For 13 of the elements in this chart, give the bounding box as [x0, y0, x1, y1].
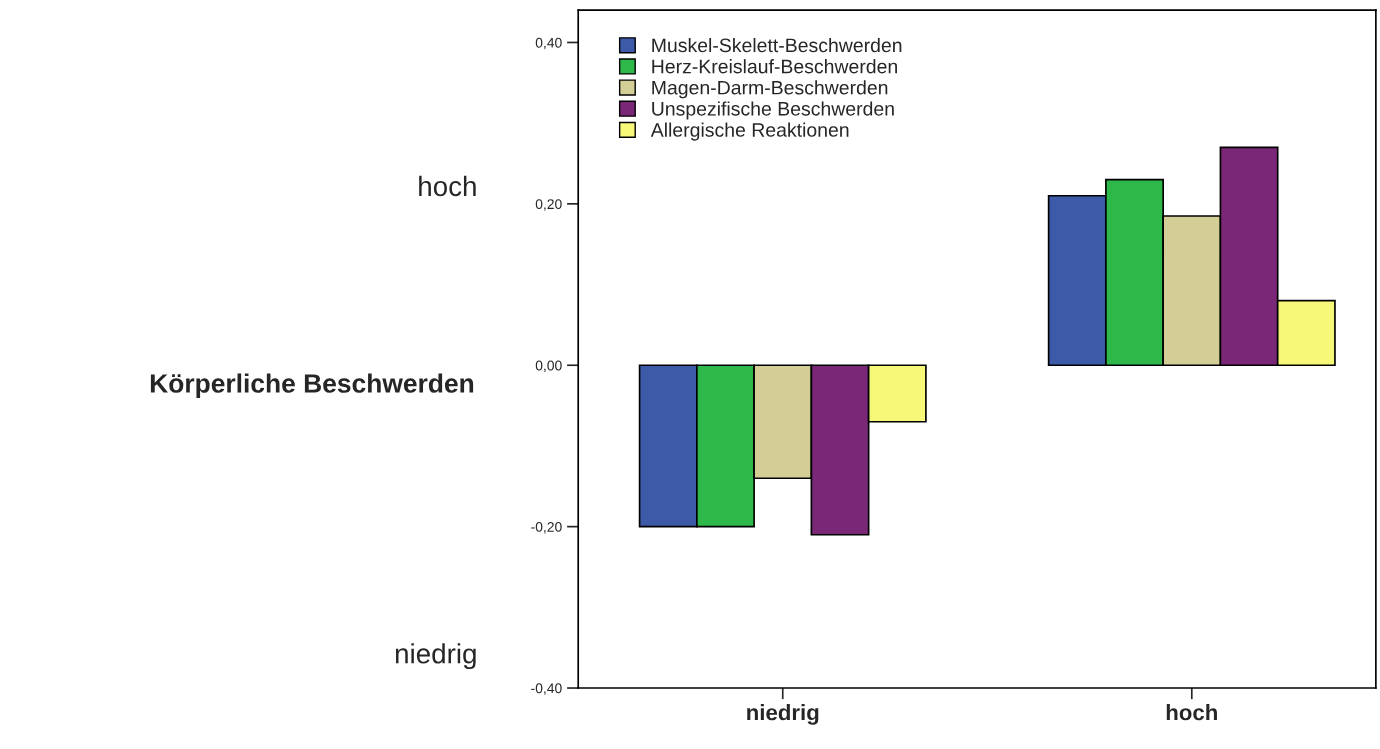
y-tick-label: -0,40 — [531, 683, 562, 695]
legend-label: Herz-Kreislauf-Beschwerden — [652, 59, 897, 74]
y-tick-label: 0,20 — [535, 199, 562, 211]
text: hoch — [419, 175, 476, 197]
y-tick-label: 0,40 — [535, 37, 562, 50]
legend-label: Magen-Darm-Beschwerden — [652, 80, 888, 99]
y-tick-label: 0,00 — [535, 360, 562, 373]
legend-label: Allergische Reaktionen — [650, 122, 849, 141]
y-axis-title: Körperliche Beschwerden — [150, 373, 474, 399]
legend-label: Unspezifische Beschwerden — [652, 101, 894, 120]
text: niedrig — [395, 643, 476, 670]
y-tick-label: -0,20 — [531, 521, 562, 534]
legend-label: Muskel-Skelett-Beschwerden — [652, 37, 902, 53]
